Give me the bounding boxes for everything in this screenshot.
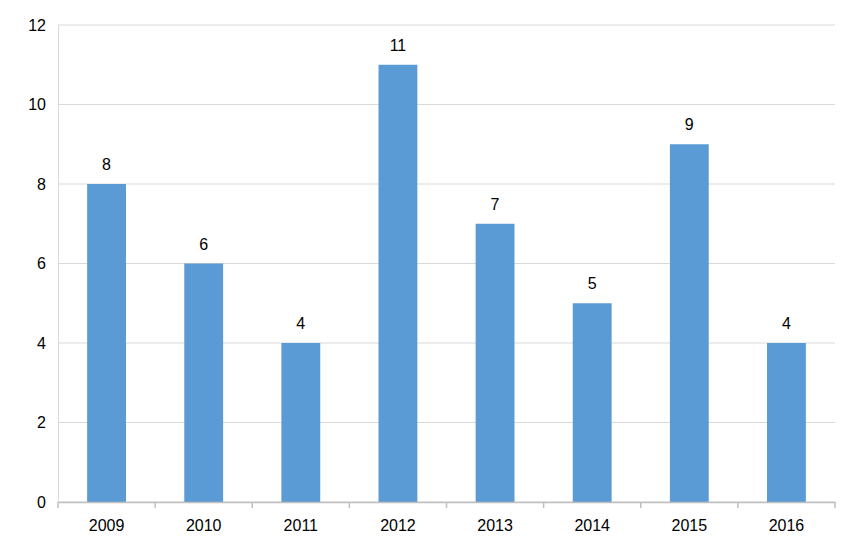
data-label: 9 [685, 116, 694, 133]
x-tick: 2014 [574, 502, 610, 534]
x-tick-label: 2016 [769, 517, 805, 534]
y-tick: 6 [37, 255, 58, 272]
chart-svg: 0 2 4 6 8 10 12 2009 2010 2011 2012 2013 2014 2015 201… [0, 0, 856, 559]
grid-line [58, 422, 835, 423]
bar [767, 343, 806, 502]
y-tick-label: 10 [28, 96, 46, 113]
y-tick: 2 [37, 414, 58, 431]
x-axis: 2009 2010 2011 2012 2013 2014 2015 2016 [58, 502, 836, 534]
bar [476, 224, 515, 502]
x-tick-label: 2013 [477, 517, 513, 534]
x-tick-label: 2010 [186, 517, 222, 534]
grid [58, 25, 835, 502]
y-tick-label: 2 [37, 414, 46, 431]
data-label: 11 [390, 37, 407, 54]
x-tick: 2012 [380, 502, 416, 534]
x-tick-label: 2012 [380, 517, 416, 534]
grid-line [58, 263, 835, 264]
grid-line [58, 343, 835, 344]
category-separator [640, 502, 642, 508]
category-separator [57, 502, 59, 508]
x-tick: 2013 [477, 502, 513, 534]
data-label: 6 [199, 236, 208, 253]
y-tick-label: 6 [37, 255, 46, 272]
grid-line [58, 184, 835, 185]
category-separator [154, 502, 156, 508]
x-tick: 2010 [186, 502, 222, 534]
x-tick: 2011 [284, 502, 319, 534]
y-axis: 0 2 4 6 8 10 12 [28, 17, 58, 511]
grid-line [58, 104, 835, 105]
data-labels: 8 6 4 11 7 5 9 4 [102, 37, 791, 332]
bar [184, 264, 223, 503]
x-tick-label: 2015 [672, 517, 708, 534]
bar [281, 343, 320, 502]
category-separator [252, 502, 254, 508]
data-label: 7 [491, 196, 500, 213]
data-label: 5 [588, 275, 597, 292]
chart-container: 0 2 4 6 8 10 12 2009 2010 2011 2012 2013 2014 2015 201… [0, 0, 856, 559]
category-separator [834, 502, 836, 508]
x-tick: 2015 [672, 502, 708, 534]
bar [87, 184, 126, 502]
bars [87, 65, 806, 502]
x-tick-label: 2014 [574, 517, 610, 534]
y-tick: 12 [28, 17, 58, 34]
data-label: 4 [296, 315, 305, 332]
plot: 0 2 4 6 8 10 12 2009 2010 2011 2012 2013 2014 2015 201… [28, 17, 835, 535]
y-tick: 10 [28, 96, 58, 113]
bar [573, 303, 612, 502]
y-tick-label: 12 [28, 17, 46, 34]
x-tick-label: 2009 [89, 517, 125, 534]
y-axis-line [58, 26, 59, 503]
x-tick: 2009 [89, 502, 125, 534]
bar [670, 144, 709, 502]
data-label: 8 [102, 156, 111, 173]
category-separator [349, 502, 351, 508]
y-tick: 4 [37, 335, 58, 352]
grid-line [58, 25, 835, 26]
y-tick-label: 0 [37, 494, 46, 511]
y-tick-label: 4 [37, 335, 46, 352]
y-tick: 0 [37, 494, 58, 511]
category-separator [446, 502, 448, 508]
category-separator [543, 502, 545, 508]
x-tick-label: 2011 [284, 517, 319, 534]
category-separator [737, 502, 739, 508]
x-tick: 2016 [769, 502, 805, 534]
y-tick-label: 8 [37, 176, 46, 193]
bar [379, 65, 418, 502]
y-tick: 8 [37, 176, 58, 193]
data-label: 4 [782, 315, 791, 332]
